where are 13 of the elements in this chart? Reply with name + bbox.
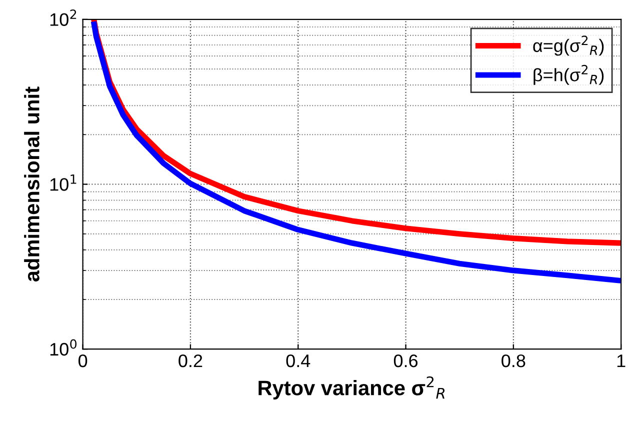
x-tick-label: 0.8: [502, 354, 526, 368]
x-tick-label: 0.2: [178, 354, 202, 368]
x-tick-label: 0.4: [286, 354, 310, 368]
y-tick-label: 10$^{0}$: [50, 339, 77, 356]
x-axis-title: Rytov variance σ$^{2}$$_{R}$: [258, 376, 445, 400]
legend-label: β=h(σ$^{2}$$_{R}$): [534, 64, 604, 85]
y-tick-label: 10$^{1}$: [50, 174, 76, 191]
y-axis-title: admimensional unit: [24, 86, 40, 282]
y-tick-label: 10$^{2}$: [50, 10, 76, 26]
x-tick-label: 0.6: [394, 354, 418, 368]
x-tick-label: 0: [78, 354, 88, 368]
x-tick-label: 1: [617, 354, 626, 368]
legend-label: α=g(σ$^{2}$$_{R}$): [533, 36, 604, 56]
